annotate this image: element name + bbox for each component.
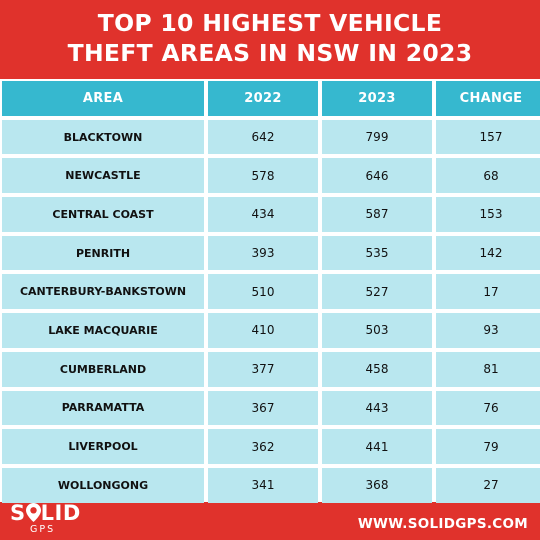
value-2023-cell: 646 (322, 158, 432, 194)
change-cell: 76 (436, 390, 540, 426)
title-line-1: TOP 10 HIGHEST VEHICLE (97, 9, 443, 37)
area-cell: CENTRAL COAST (2, 197, 204, 232)
header-change: CHANGE (436, 81, 540, 116)
change-cell: 142 (436, 235, 540, 271)
logo-subtext: GPS (30, 524, 56, 535)
area-cell: NEWCASTLE (2, 158, 204, 194)
value-2023-cell: 799 (322, 119, 432, 155)
value-2022-cell: 578 (208, 158, 318, 194)
value-2022-cell: 434 (208, 197, 318, 232)
value-2023-cell: 503 (322, 313, 432, 348)
page-title: TOP 10 HIGHEST VEHICLE THEFT AREAS IN NS… (0, 8, 540, 68)
change-cell: 17 (436, 274, 540, 310)
change-cell: 93 (436, 313, 540, 348)
area-cell: CUMBERLAND (2, 351, 204, 387)
value-2022-cell: 642 (208, 119, 318, 155)
logo-text-end: LID (40, 501, 81, 525)
change-cell: 153 (436, 197, 540, 232)
value-2023-cell: 368 (322, 467, 432, 503)
change-cell: 68 (436, 158, 540, 194)
area-cell: LIVERPOOL (2, 429, 204, 464)
value-2023-cell: 527 (322, 274, 432, 310)
change-cell: 157 (436, 119, 540, 155)
table-grid: AREA 2022 2023 CHANGE BLACKTOWN 642 799 157 NEWC… (2, 81, 540, 503)
value-2023-cell: 535 (322, 235, 432, 271)
change-cell: 81 (436, 351, 540, 387)
change-cell: 79 (436, 429, 540, 464)
location-pin-icon (25, 503, 41, 522)
change-cell: 27 (436, 467, 540, 503)
area-cell: PARRAMATTA (2, 390, 204, 426)
area-cell: BLACKTOWN (2, 119, 204, 155)
title-line-2: THEFT AREAS IN NSW IN 2023 (67, 39, 473, 67)
area-cell: LAKE MACQUARIE (2, 313, 204, 348)
website-url: WWW.SOLIDGPS.COM (357, 516, 528, 532)
value-2023-cell: 458 (322, 351, 432, 387)
value-2022-cell: 367 (208, 390, 318, 426)
theft-table: AREA 2022 2023 CHANGE BLACKTOWN 642 799 157 NEWC… (0, 79, 540, 503)
area-cell: PENRITH (2, 235, 204, 271)
header-2023: 2023 (322, 81, 432, 116)
value-2023-cell: 441 (322, 429, 432, 464)
header-area: AREA (2, 81, 204, 116)
value-2022-cell: 510 (208, 274, 318, 310)
value-2022-cell: 362 (208, 429, 318, 464)
logo-text-start: S (10, 501, 26, 525)
value-2022-cell: 393 (208, 235, 318, 271)
value-2022-cell: 377 (208, 351, 318, 387)
value-2023-cell: 443 (322, 390, 432, 426)
value-2022-cell: 341 (208, 467, 318, 503)
value-2022-cell: 410 (208, 313, 318, 348)
logo-wordmark: S LID (10, 503, 81, 524)
area-cell: WOLLONGONG (2, 467, 204, 503)
value-2023-cell: 587 (322, 197, 432, 232)
header-2022: 2022 (208, 81, 318, 116)
solid-gps-logo: S LID GPS (10, 503, 81, 536)
area-cell: CANTERBURY-BANKSTOWN (2, 274, 204, 310)
